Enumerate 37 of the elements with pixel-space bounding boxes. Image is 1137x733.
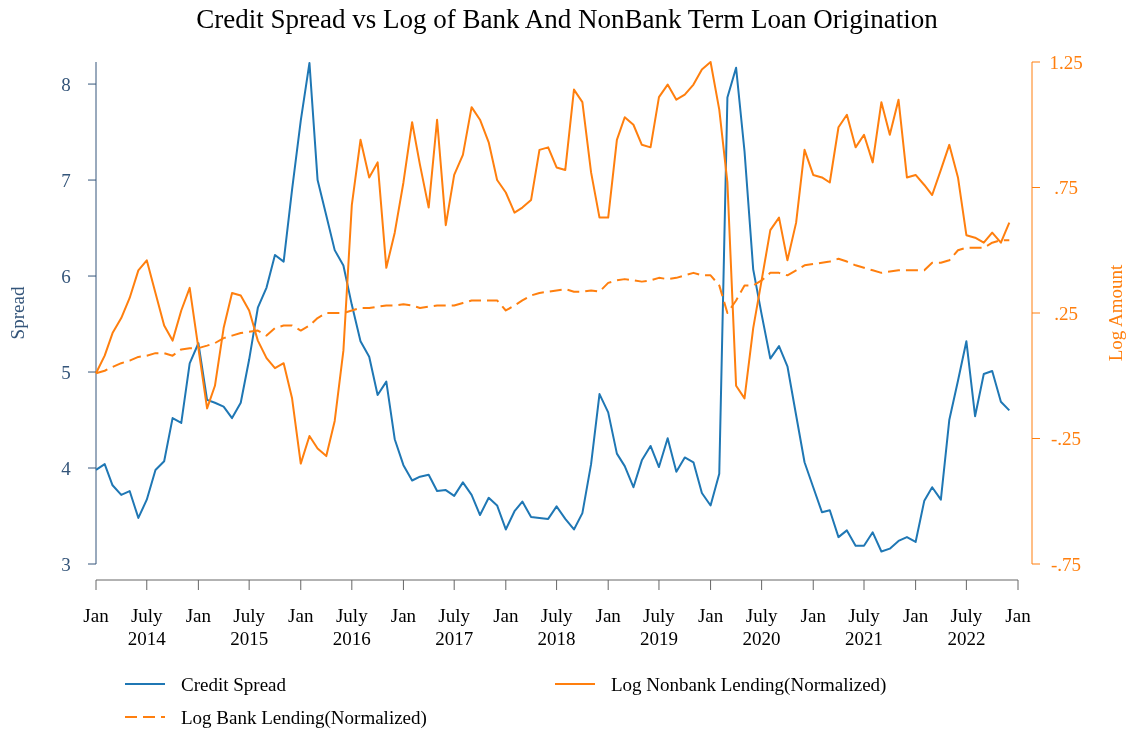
x-tick-label: Jan	[83, 605, 110, 626]
x-tick-label: July 2016	[332, 605, 371, 649]
y-tick-label: 3	[61, 553, 71, 575]
y2-tick-label: -.25	[1050, 428, 1082, 450]
y-tick-label: 8	[61, 73, 71, 95]
x-tick-label: July 2020	[742, 605, 781, 649]
legend-label: Credit Spread	[181, 673, 287, 695]
y-tick-label: 6	[61, 265, 71, 287]
x-tick-label: July 2018	[537, 605, 576, 649]
x-tick-label: July 2021	[845, 605, 884, 649]
y2-tick-label: .75	[1054, 177, 1078, 199]
x-tick-label: Jan	[185, 605, 212, 626]
legend-label: Log Bank Lending(Normalized)	[181, 706, 427, 729]
y2-tick-label: -.75	[1050, 553, 1082, 575]
y-axis-title: Spread	[7, 286, 28, 340]
x-tick-label: Jan	[1005, 605, 1032, 626]
x-tick-label: Jan	[902, 605, 929, 626]
chart-title: Credit Spread vs Log of Bank And NonBank Term Loan Origination	[196, 4, 939, 34]
x-tick-label: Jan	[288, 605, 314, 626]
y2-tick-label: 1.25	[1049, 51, 1083, 73]
x-tick-label: July 2015	[230, 605, 269, 649]
x-tick-label: July 2022	[947, 605, 986, 649]
x-tick-label: Jan	[800, 605, 827, 626]
y2-tick-label: .25	[1054, 302, 1078, 324]
x-tick-label: July 2019	[639, 605, 678, 649]
y-tick-label: 5	[61, 361, 71, 383]
line-series	[95, 61, 1011, 553]
legend-label: Log Nonbank Lending(Normalized)	[611, 673, 887, 696]
y-tick-label: 7	[61, 169, 71, 191]
y-tick-label: 4	[61, 457, 72, 479]
x-tick-label: Jan	[595, 605, 622, 626]
x-tick-label: July 2014	[127, 605, 167, 649]
x-tick-label: Jan	[493, 605, 519, 626]
x-tick-label: Jan	[390, 605, 417, 626]
x-tick-label: July 2017	[435, 605, 474, 649]
x-tick-label: Jan	[697, 605, 724, 626]
y2-axis-title: Log Amount	[1105, 263, 1126, 362]
